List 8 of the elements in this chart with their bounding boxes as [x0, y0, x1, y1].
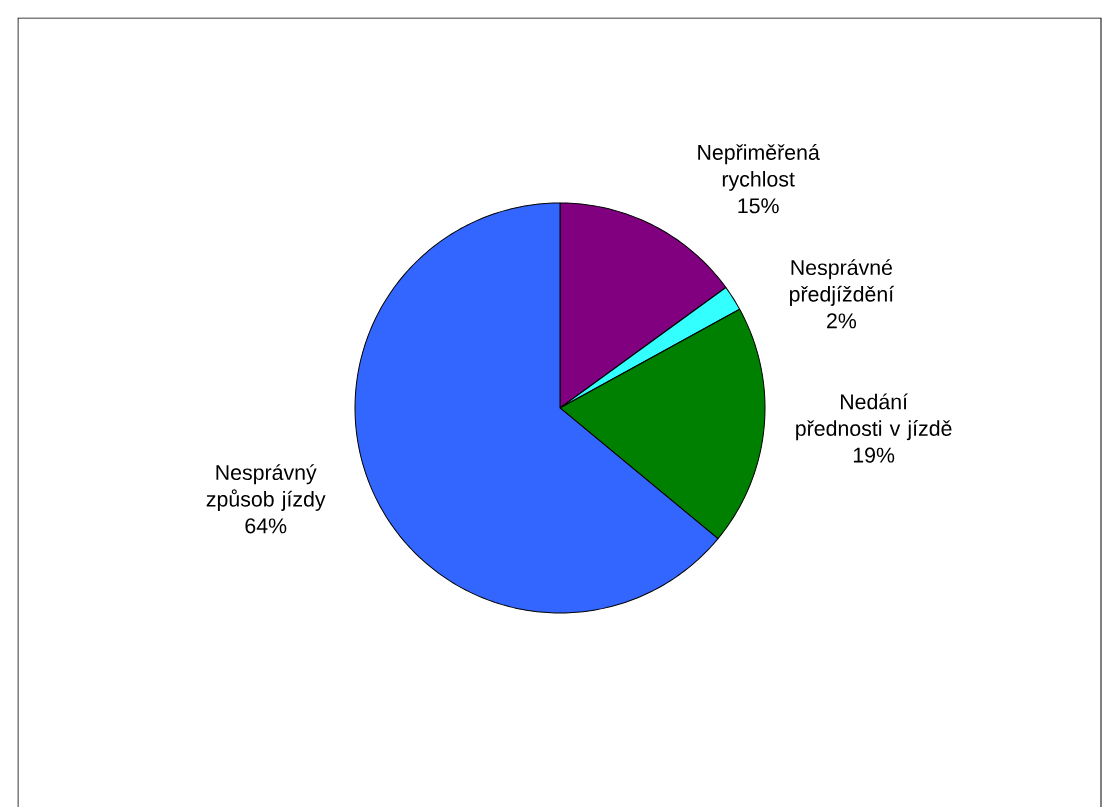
slice-label: Nesprávný způsob jízdy	[206, 463, 326, 511]
data-label: 2%	[827, 313, 857, 329]
data-label: 19%	[853, 447, 895, 463]
data-label: 15%	[738, 198, 779, 214]
slice-label: Nedání přednosti v jízdě	[796, 393, 952, 440]
slice-label: Nepřiměřená rychlost	[698, 143, 820, 191]
data-label: 64%	[245, 518, 287, 534]
slice-label: Nesprávné předjíždění	[790, 258, 895, 306]
